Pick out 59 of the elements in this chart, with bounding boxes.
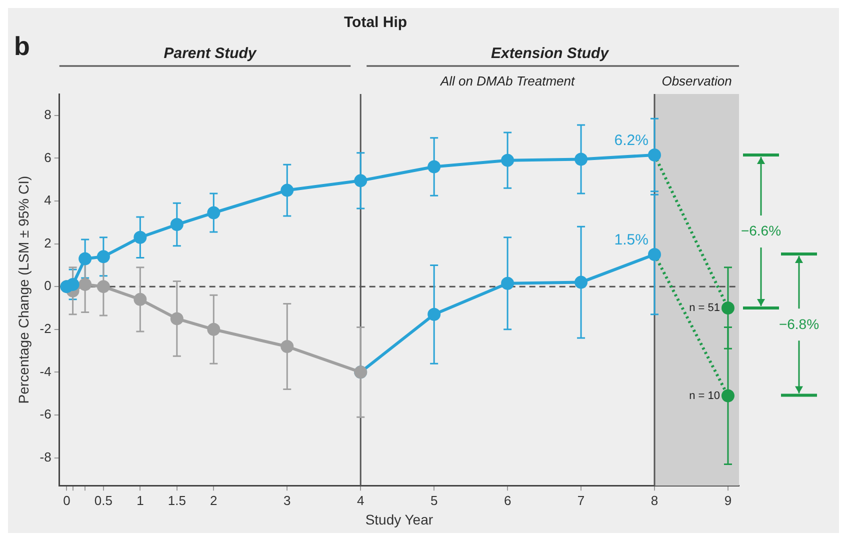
x-tick-label: 0.5 bbox=[94, 492, 112, 508]
x-tick-label: 4 bbox=[356, 492, 364, 508]
point bbox=[96, 280, 110, 294]
point bbox=[428, 308, 441, 321]
text: Observation bbox=[662, 74, 732, 89]
x-tick-label: 2 bbox=[210, 492, 218, 508]
y-tick-label: 8 bbox=[44, 106, 52, 122]
text: b bbox=[14, 31, 30, 62]
y-tick-label: 6 bbox=[44, 150, 52, 165]
point bbox=[721, 301, 734, 314]
point bbox=[574, 152, 588, 166]
y-tick-label: -6 bbox=[40, 406, 52, 422]
text: Extension Study bbox=[491, 45, 610, 62]
point bbox=[648, 148, 662, 162]
text: Parent Study bbox=[164, 45, 257, 62]
text: −6.6% bbox=[740, 222, 782, 238]
x-axis-title: Study Year bbox=[365, 511, 434, 528]
text: All on DMAb Treatment bbox=[439, 74, 576, 89]
annotation: 1.5% bbox=[614, 232, 649, 249]
x-tick-label: 6 bbox=[504, 492, 512, 508]
y-tick-label: -8 bbox=[40, 449, 52, 464]
y-tick-label: -4 bbox=[40, 364, 52, 379]
annotation: 6.2% bbox=[614, 132, 649, 150]
point bbox=[96, 250, 110, 264]
point bbox=[170, 312, 184, 326]
point bbox=[207, 206, 220, 220]
point bbox=[721, 389, 734, 402]
text: −6.8% bbox=[778, 316, 820, 332]
point bbox=[280, 184, 294, 197]
point bbox=[207, 322, 220, 336]
x-tick-label: 5 bbox=[430, 492, 438, 508]
chart-title: Total Hip bbox=[344, 14, 408, 32]
point bbox=[134, 230, 147, 244]
point bbox=[354, 174, 368, 188]
y-axis-title: Percentage Change (LSM ± 95% CI) bbox=[15, 176, 32, 404]
y-tick-label: 4 bbox=[44, 192, 52, 208]
x-tick-label: 8 bbox=[650, 492, 658, 508]
point bbox=[501, 276, 514, 290]
x-tick-label: 7 bbox=[577, 492, 585, 508]
x-tick-label: 3 bbox=[284, 492, 291, 508]
x-tick-label: 9 bbox=[724, 492, 732, 508]
annotation: n = 51 bbox=[689, 302, 720, 314]
point bbox=[428, 160, 441, 174]
point bbox=[501, 154, 514, 167]
point bbox=[170, 218, 184, 232]
point bbox=[78, 278, 92, 291]
point bbox=[280, 340, 294, 354]
y-tick-label: 2 bbox=[44, 235, 52, 250]
x-tick-label: 1 bbox=[136, 492, 144, 508]
annotation: n = 10 bbox=[689, 390, 720, 402]
point bbox=[134, 292, 147, 306]
point bbox=[78, 252, 92, 266]
y-tick-label: 0 bbox=[44, 278, 52, 294]
y-tick-label: -2 bbox=[40, 320, 52, 336]
x-tick-label: 0 bbox=[63, 492, 70, 508]
point bbox=[648, 248, 662, 261]
x-tick-label: 1.5 bbox=[168, 492, 186, 508]
point bbox=[574, 276, 588, 289]
point bbox=[66, 278, 80, 291]
